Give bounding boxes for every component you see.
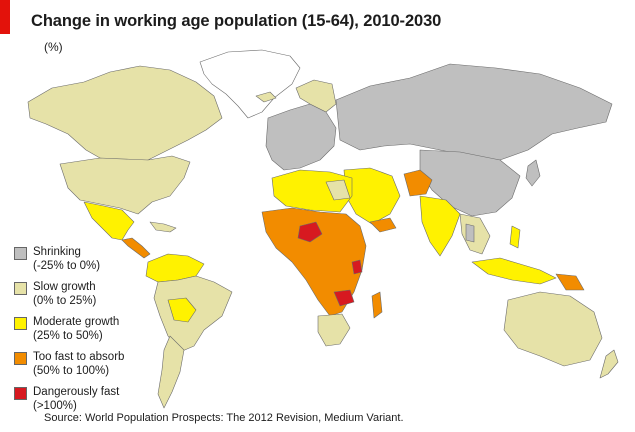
legend-label: Slow growth <box>33 281 96 293</box>
region-middle-east <box>343 167 401 225</box>
region-north-africa <box>271 169 353 213</box>
region-australia <box>503 291 603 367</box>
region-philippines <box>509 225 521 249</box>
legend-range: (-25% to 0%) <box>33 260 101 272</box>
legend-label: Moderate growth <box>33 316 120 328</box>
legend-range: (25% to 50%) <box>33 330 103 342</box>
region-niger <box>297 221 323 243</box>
region-north-america-north <box>27 65 223 167</box>
legend-range: (>100%) <box>33 400 77 412</box>
region-thailand <box>465 223 475 243</box>
legend-item-too-fast: Too fast to absorb (50% to 100%) <box>14 351 174 386</box>
region-caribbean <box>149 221 177 233</box>
region-papua <box>555 273 585 291</box>
source-note: Source: World Population Prospects: The … <box>44 412 404 424</box>
legend-swatch <box>14 387 27 400</box>
region-new-zealand <box>599 349 619 379</box>
chart-title: Change in working age population (15-64)… <box>31 12 442 30</box>
region-scandinavia <box>295 79 337 113</box>
region-madagascar <box>371 291 383 319</box>
region-yemen <box>369 217 397 233</box>
legend-label: Shrinking <box>33 246 81 258</box>
region-central-america <box>121 237 151 259</box>
legend-swatch <box>14 317 27 330</box>
region-zambia <box>333 289 355 307</box>
legend-range: (50% to 100%) <box>33 365 110 377</box>
region-mexico <box>83 201 135 241</box>
region-usa <box>59 155 191 215</box>
legend-range: (0% to 25%) <box>33 295 97 307</box>
region-south-america-south <box>157 335 185 409</box>
legend: Shrinking (-25% to 0%) Slow growth (0% t… <box>14 246 174 421</box>
region-greenland <box>199 49 301 119</box>
region-india <box>419 195 461 257</box>
legend-swatch <box>14 282 27 295</box>
region-japan <box>525 159 541 187</box>
region-iceland <box>255 91 277 103</box>
legend-label: Dangerously fast <box>33 386 120 398</box>
legend-item-dangerously-fast: Dangerously fast (>100%) <box>14 386 174 421</box>
region-europe-west <box>265 103 337 171</box>
region-south-america-bolivia <box>167 297 197 323</box>
legend-item-moderate-growth: Moderate growth (25% to 50%) <box>14 316 174 351</box>
region-afghanistan <box>403 169 433 197</box>
economist-red-tab <box>0 0 10 34</box>
legend-swatch <box>14 247 27 260</box>
region-indonesia <box>471 257 557 285</box>
legend-label: Too fast to absorb <box>33 351 125 363</box>
chart-subtitle: (%) <box>44 40 63 54</box>
region-southern-africa <box>317 313 351 347</box>
region-uganda <box>351 259 363 275</box>
legend-swatch <box>14 352 27 365</box>
legend-item-slow-growth: Slow growth (0% to 25%) <box>14 281 174 316</box>
region-egypt <box>325 179 351 201</box>
region-southeast-asia <box>459 213 491 255</box>
region-russia <box>335 63 613 161</box>
legend-item-shrinking: Shrinking (-25% to 0%) <box>14 246 174 281</box>
